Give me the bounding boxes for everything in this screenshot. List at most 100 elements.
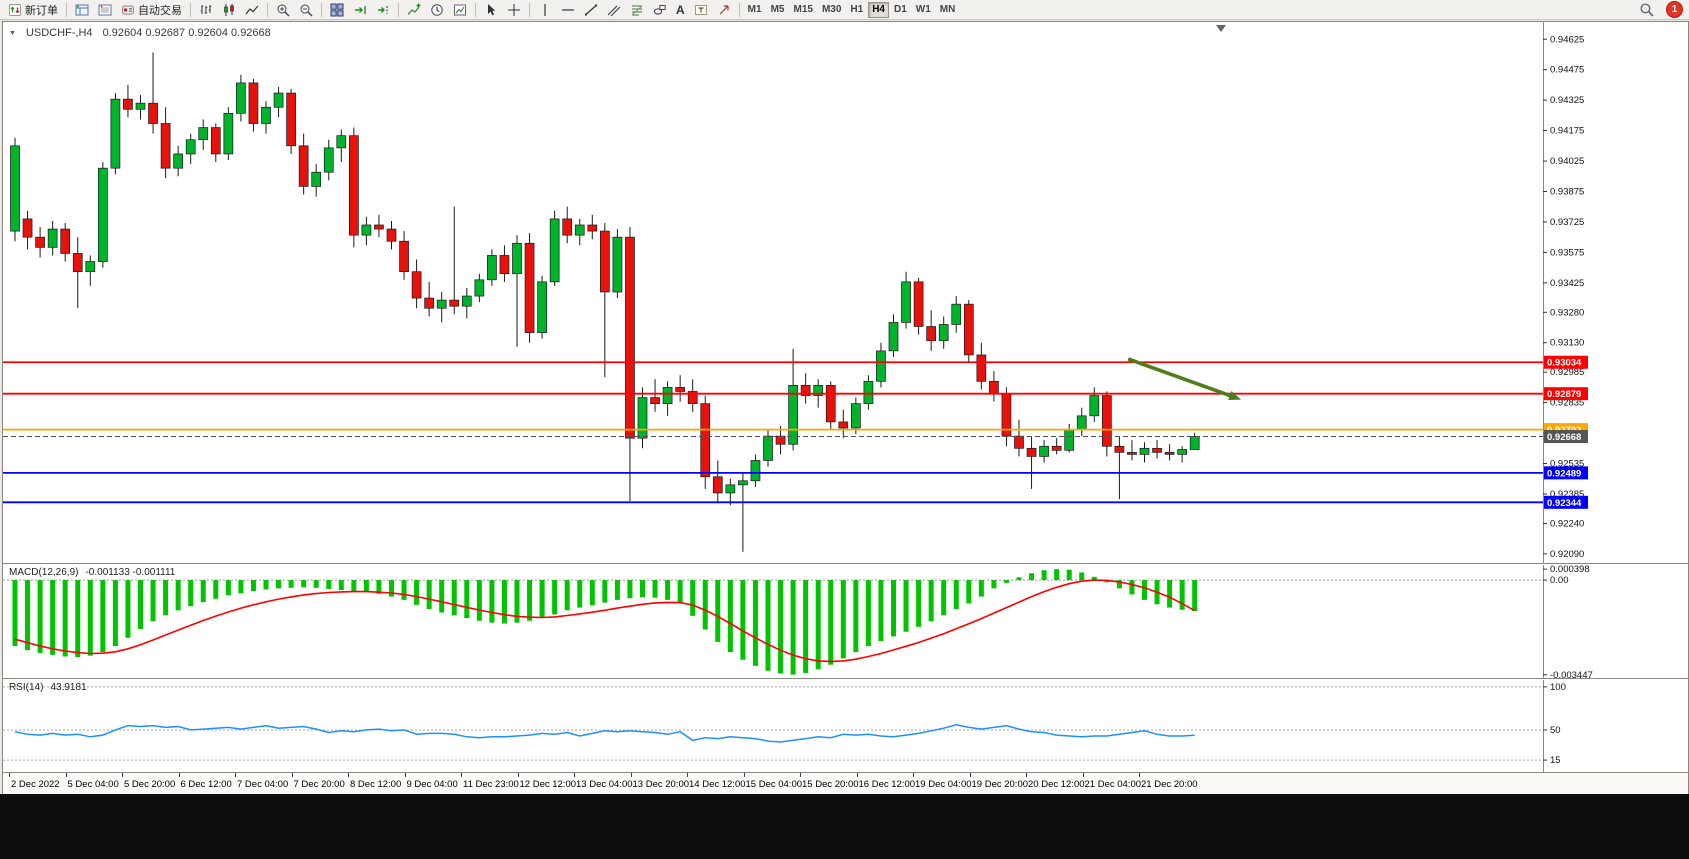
macd-histogram-bar xyxy=(338,580,344,590)
bull-candle xyxy=(185,139,196,155)
macd-histogram-bar xyxy=(690,580,696,616)
macd-histogram-bar xyxy=(1192,580,1198,612)
fibonacci-button[interactable] xyxy=(626,1,648,19)
zoom-in-button[interactable] xyxy=(272,1,294,19)
macd-histogram-bar xyxy=(326,580,332,589)
macd-panel[interactable]: 0.000398 0.00 -0.003447 MACD(12,26,9) -0.0… xyxy=(3,563,1688,678)
candlestick-chart-button[interactable] xyxy=(218,1,240,19)
bear-candle xyxy=(374,224,384,230)
bear-candle xyxy=(298,145,309,187)
bull-candle xyxy=(788,385,798,445)
macd-histogram-bar xyxy=(363,580,369,593)
bull-candle xyxy=(223,113,234,155)
macd-histogram-bar xyxy=(878,580,884,642)
arrows-tool-button[interactable] xyxy=(713,1,735,19)
time-axis[interactable]: 2 Dec 2022 5 Dec 04:00 5 Dec 20:00 6 Dec 12… xyxy=(3,772,1688,794)
time-axis-label: 5 Dec 04:00 xyxy=(67,779,119,790)
cursor-button[interactable] xyxy=(480,1,502,19)
market-watch-button[interactable] xyxy=(71,1,93,19)
templates-button[interactable] xyxy=(449,1,471,19)
macd-histogram-bar xyxy=(765,580,771,671)
periods-button[interactable] xyxy=(426,1,448,19)
macd-histogram-bar xyxy=(891,580,896,637)
price-axis-label: 0.92385 xyxy=(1550,489,1584,500)
svg-text:0.92489: 0.92489 xyxy=(1547,468,1581,479)
macd-histogram-bar xyxy=(1179,580,1185,610)
rsi-panel[interactable]: 100 50 15 RSI(14) 43.9181 xyxy=(3,678,1688,772)
bull-candle xyxy=(876,350,886,382)
text-label-button[interactable] xyxy=(690,1,712,19)
timeframe-h1-button[interactable]: H1 xyxy=(846,2,867,18)
macd-axis-label: 0.00 xyxy=(1550,575,1569,586)
macd-histogram-bar xyxy=(238,580,244,594)
arrows-tool-icon xyxy=(719,4,729,14)
timeframe-m30-button[interactable]: M30 xyxy=(818,2,845,18)
timeframe-d1-button[interactable]: D1 xyxy=(890,2,911,18)
bull-candle xyxy=(637,397,648,439)
macd-histogram-bar xyxy=(941,580,947,616)
bear-candle xyxy=(687,391,698,404)
search-button[interactable] xyxy=(1635,1,1658,19)
trend-arrow[interactable] xyxy=(1127,357,1235,399)
bull-candle xyxy=(236,82,246,114)
vertical-line-button[interactable] xyxy=(534,1,556,19)
new-order-button[interactable]: 新订单 xyxy=(4,1,62,19)
macd-histogram-bar xyxy=(665,580,671,600)
crosshair-button[interactable] xyxy=(503,1,525,19)
bear-candle xyxy=(411,271,422,299)
macd-histogram-bar xyxy=(828,580,834,665)
horizontal-line-button[interactable] xyxy=(557,1,579,19)
macd-histogram-bar xyxy=(62,580,68,657)
bar-chart-icon xyxy=(200,4,212,14)
time-axis-label: 8 Dec 12:00 xyxy=(350,779,402,790)
macd-histogram-bar xyxy=(564,580,570,611)
price-axis-label: 0.93130 xyxy=(1550,338,1584,349)
line-chart-button[interactable] xyxy=(241,1,263,19)
notification-badge[interactable]: 1 xyxy=(1666,1,1683,18)
channel-button[interactable] xyxy=(603,1,625,19)
auto-scroll-button[interactable] xyxy=(349,1,371,19)
timeframe-m15-button[interactable]: M15 xyxy=(789,2,816,18)
timeframe-m5-button[interactable]: M5 xyxy=(767,2,789,18)
macd-histogram-bar xyxy=(414,580,420,605)
macd-histogram-bar xyxy=(1116,580,1122,589)
trendline-button[interactable] xyxy=(580,1,602,19)
macd-histogram-bar xyxy=(1003,580,1009,583)
macd-histogram-bar xyxy=(815,580,821,670)
timeframe-h4-button[interactable]: H4 xyxy=(868,1,889,18)
timeframe-w1-button[interactable]: W1 xyxy=(912,2,935,18)
macd-histogram-bar xyxy=(1142,580,1147,600)
bull-candle xyxy=(85,261,96,273)
shapes-button[interactable] xyxy=(649,1,671,19)
time-axis-label: 12 Dec 12:00 xyxy=(519,779,577,790)
price-chart-panel[interactable]: 0.94625 0.94475 0.94325 0.94175 0.94025 0.938… xyxy=(3,22,1688,563)
text-button[interactable]: A xyxy=(672,1,689,19)
bar-chart-button[interactable] xyxy=(195,1,217,19)
resistance-line-2-price-tag xyxy=(1544,387,1588,401)
bear-candle xyxy=(825,385,836,423)
macd-histogram-bar xyxy=(351,580,357,592)
data-window-button[interactable] xyxy=(94,1,116,19)
tile-windows-button[interactable] xyxy=(326,1,348,19)
line-chart-icon xyxy=(245,5,259,14)
bear-candle xyxy=(712,476,723,494)
zoom-out-button[interactable] xyxy=(295,1,317,19)
macd-histogram-bar xyxy=(627,580,633,599)
timeframe-mn-button[interactable]: MN xyxy=(936,2,960,18)
macd-histogram-bar xyxy=(589,580,595,606)
chart-shift-button[interactable] xyxy=(372,1,394,19)
indicators-button[interactable] xyxy=(403,1,425,19)
toolbar-separator xyxy=(475,2,476,17)
macd-histogram-bar xyxy=(1167,580,1173,608)
macd-histogram-bar xyxy=(853,580,859,653)
timeframe-m1-button[interactable]: M1 xyxy=(744,2,766,18)
chart-shift-marker[interactable] xyxy=(1216,25,1226,32)
price-axis-label: 0.93875 xyxy=(1550,187,1584,198)
trend-arrow-head xyxy=(1228,390,1242,401)
auto-trading-button[interactable]: 自动交易 xyxy=(117,1,186,19)
macd-histogram-bar xyxy=(263,580,269,590)
bear-candle xyxy=(399,240,409,273)
macd-histogram-bar xyxy=(150,580,156,622)
resistance-line-1-price-tag xyxy=(1544,355,1588,369)
bear-candle xyxy=(675,387,686,392)
